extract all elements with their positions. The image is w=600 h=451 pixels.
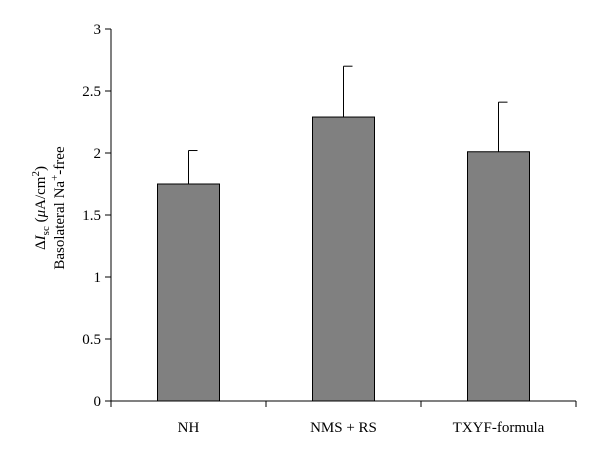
y-tick-label: 0.5: [82, 332, 101, 348]
y-tick-label: 1.5: [82, 208, 101, 224]
x-category-label: TXYF-formula: [453, 420, 545, 436]
bars-layer: [157, 116, 530, 402]
y-tick-label: 2: [94, 146, 102, 162]
bar: [157, 183, 220, 402]
y-tick-label: 3: [94, 22, 102, 38]
x-category-label: NMS + RS: [310, 420, 377, 436]
y-tick-label: 2.5: [82, 84, 101, 100]
bar: [312, 116, 375, 402]
y-ticks-layer: 0 0.5 1 1.5 2 2.5 3: [82, 22, 111, 410]
y-axis-label-line1: ΔIsc (μA/cm2): [30, 166, 52, 250]
x-ticks-layer: NH NMS + RS TXYF-formula: [110, 401, 577, 436]
y-axis-label: ΔIsc (μA/cm2) Basolateral Na+-free: [30, 146, 68, 270]
y-tick-label: 1: [94, 270, 102, 286]
y-tick-label: 0: [94, 394, 102, 410]
x-category-label: NH: [178, 420, 200, 436]
bar: [467, 151, 530, 402]
error-bars-layer: [188, 65, 508, 184]
y-axis-label-line2: Basolateral Na+-free: [49, 146, 68, 270]
